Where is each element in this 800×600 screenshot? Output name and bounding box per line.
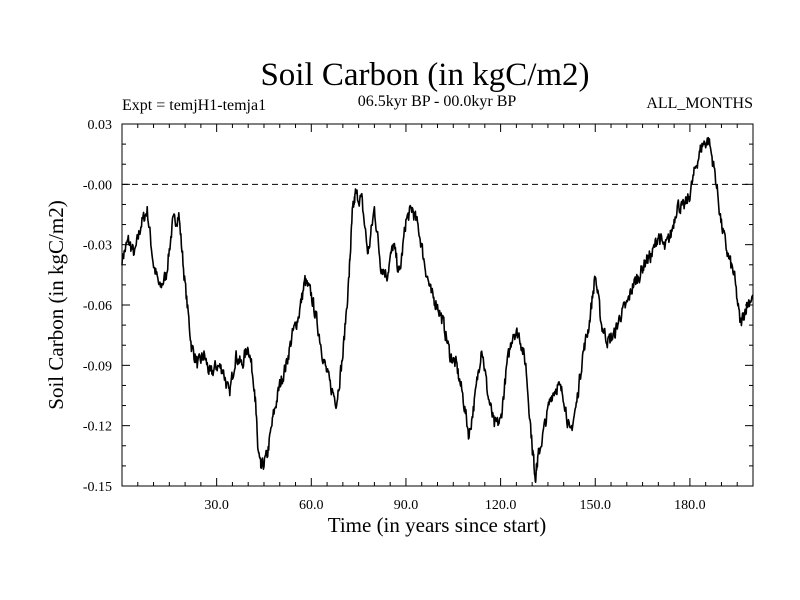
period-label: 06.5kyr BP - 00.0kyr BP [358, 93, 517, 110]
x-tick-label: 60.0 [299, 498, 324, 513]
y-tick-label: -0.15 [83, 480, 112, 495]
y-tick-label: -0.09 [83, 359, 112, 374]
y-tick-label: -0.03 [83, 239, 112, 254]
months-label: ALL_MONTHS [646, 95, 753, 112]
y-axis-label: Soil Carbon (in kgC/m2) [44, 200, 68, 409]
experiment-label: Expt = temjH1-temja1 [122, 97, 266, 114]
x-tick-label: 120.0 [485, 498, 517, 513]
y-tick-label: 0.03 [88, 118, 113, 133]
x-axis-label: Time (in years since start) [328, 513, 547, 537]
x-tick-label: 30.0 [204, 498, 229, 513]
chart-title: Soil Carbon (in kgC/m2) [260, 57, 589, 93]
x-tick-label: 180.0 [674, 498, 706, 513]
y-tick-label: -0.12 [83, 420, 112, 435]
y-tick-label: -0.06 [83, 299, 112, 314]
x-tick-label: 150.0 [580, 498, 612, 513]
y-tick-label: -0.00 [83, 178, 112, 193]
x-tick-label: 90.0 [394, 498, 419, 513]
soil-carbon-series-line [121, 136, 754, 483]
